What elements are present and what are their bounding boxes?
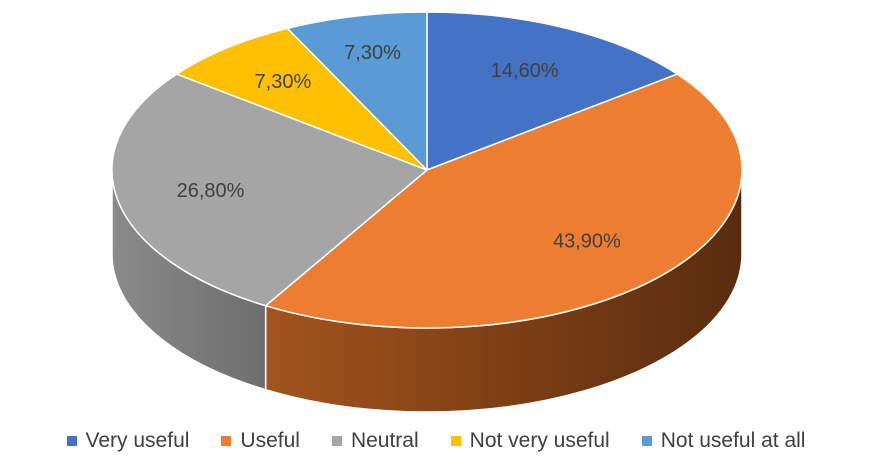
pie-slices [111, 11, 743, 329]
legend-swatch-very-useful [66, 436, 77, 446]
pie-data-labels: 14,60% 43,90% 26,80% 7,30% 7,30% [177, 42, 621, 252]
legend-item-not-useful-at-all: Not useful at all [641, 429, 806, 453]
data-label-useful: 43,90% [553, 231, 621, 253]
legend-item-useful: Useful [221, 429, 300, 453]
legend-swatch-not-useful-at-all [641, 436, 652, 446]
slice-very-useful [426, 11, 679, 171]
pie-chart: 14,60% 43,90% 26,80% 7,30% 7,30% [111, 11, 743, 413]
slice-neutral [111, 73, 428, 307]
data-label-not-useful-at-all: 7,30% [344, 42, 401, 64]
legend-swatch-not-very-useful [450, 436, 461, 446]
legend-label: Very useful [85, 429, 190, 452]
legend-item-not-very-useful: Not very useful [450, 429, 610, 453]
legend-label: Useful [240, 429, 300, 452]
legend-label: Not useful at all [660, 429, 806, 452]
slice-not-very-useful [175, 27, 428, 171]
legend: Very useful Useful Neutral Not very useful N… [0, 424, 872, 458]
data-label-not-very-useful: 7,30% [255, 71, 312, 93]
legend-label: Neutral [350, 429, 419, 452]
legend-item-very-useful: Very useful [66, 429, 190, 453]
legend-swatch-useful [221, 436, 232, 446]
data-label-neutral: 26,80% [177, 180, 245, 202]
legend-swatch-neutral [331, 436, 342, 446]
legend-item-neutral: Neutral [331, 429, 419, 453]
data-label-very-useful: 14,60% [491, 60, 559, 82]
slice-useful [264, 73, 743, 329]
legend-label: Not very useful [469, 429, 610, 452]
slice-not-useful-at-all [286, 11, 428, 171]
